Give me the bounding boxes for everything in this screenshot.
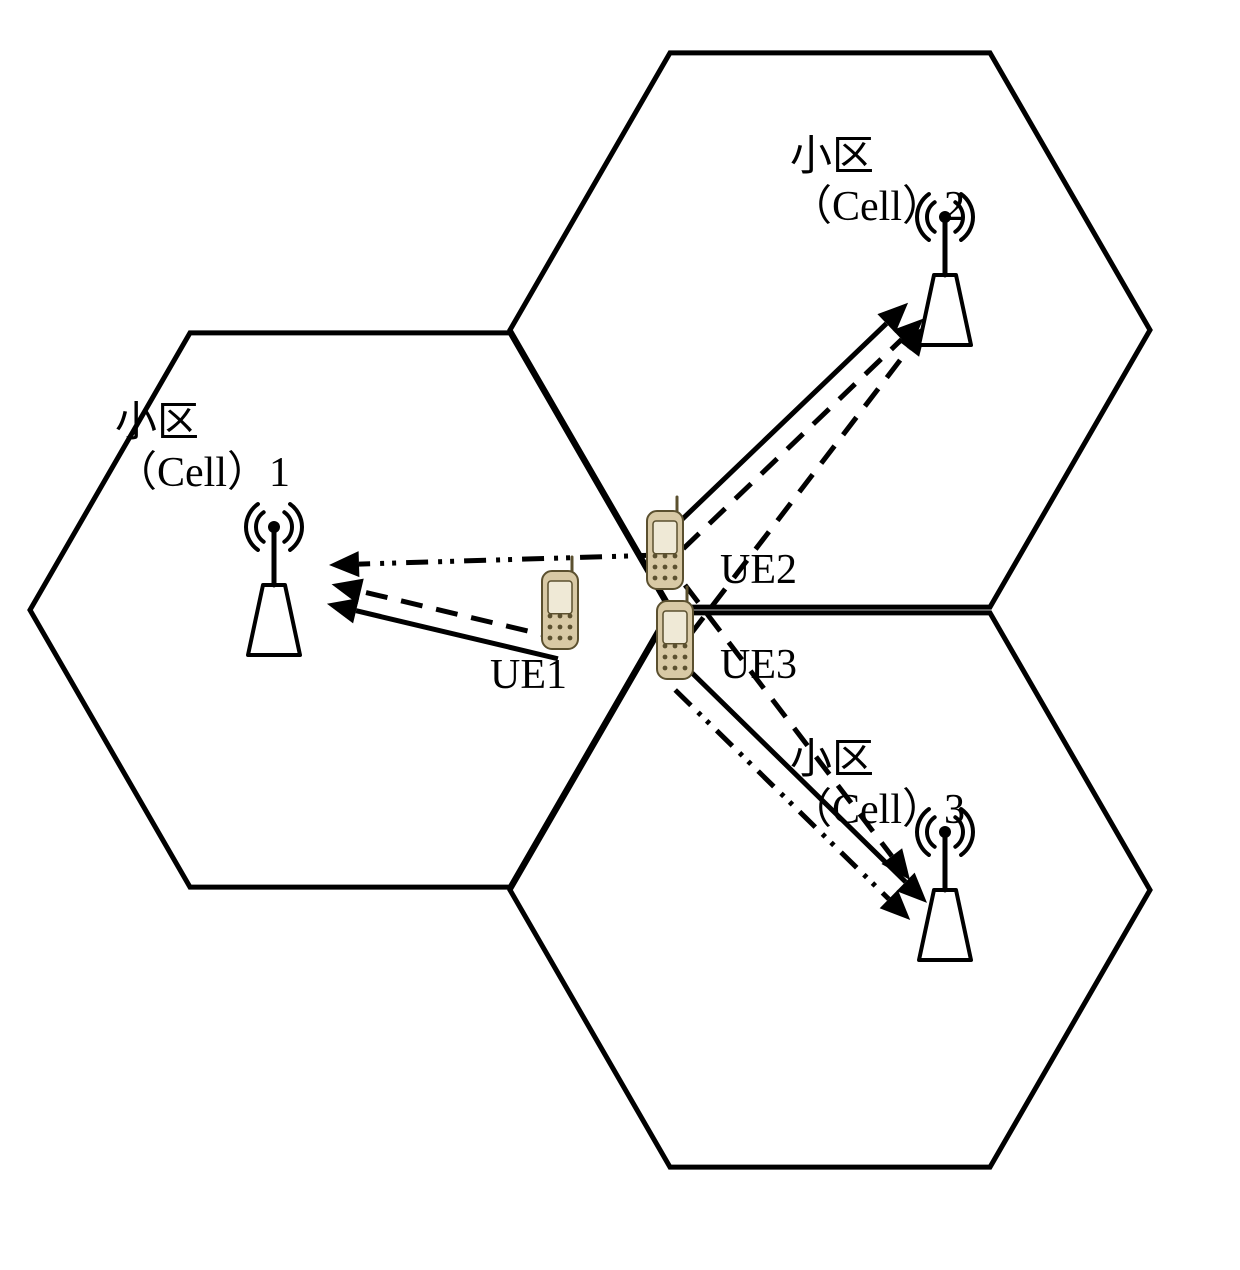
cell1-label-line2: （Cell）1 bbox=[115, 448, 290, 498]
cell3-label: 小区 （Cell）3 bbox=[790, 735, 965, 835]
cell1-label-line1: 小区 bbox=[115, 398, 290, 448]
cell2-label: 小区 （Cell）2 bbox=[790, 132, 965, 232]
diagram-container: 小区 （Cell）1 小区 （Cell）2 小区 （Cell）3 UE1 UE2… bbox=[0, 0, 1240, 1270]
cell2-label-line1: 小区 bbox=[790, 132, 965, 182]
cell3-label-line1: 小区 bbox=[790, 735, 965, 785]
cell2-label-line2: （Cell）2 bbox=[790, 182, 965, 232]
ue2-label: UE2 bbox=[720, 545, 797, 595]
ue3-label: UE3 bbox=[720, 640, 797, 690]
diagram-svg bbox=[0, 0, 1240, 1270]
cell1-label: 小区 （Cell）1 bbox=[115, 398, 290, 498]
ue1-label: UE1 bbox=[490, 650, 567, 700]
cell3-label-line2: （Cell）3 bbox=[790, 785, 965, 835]
